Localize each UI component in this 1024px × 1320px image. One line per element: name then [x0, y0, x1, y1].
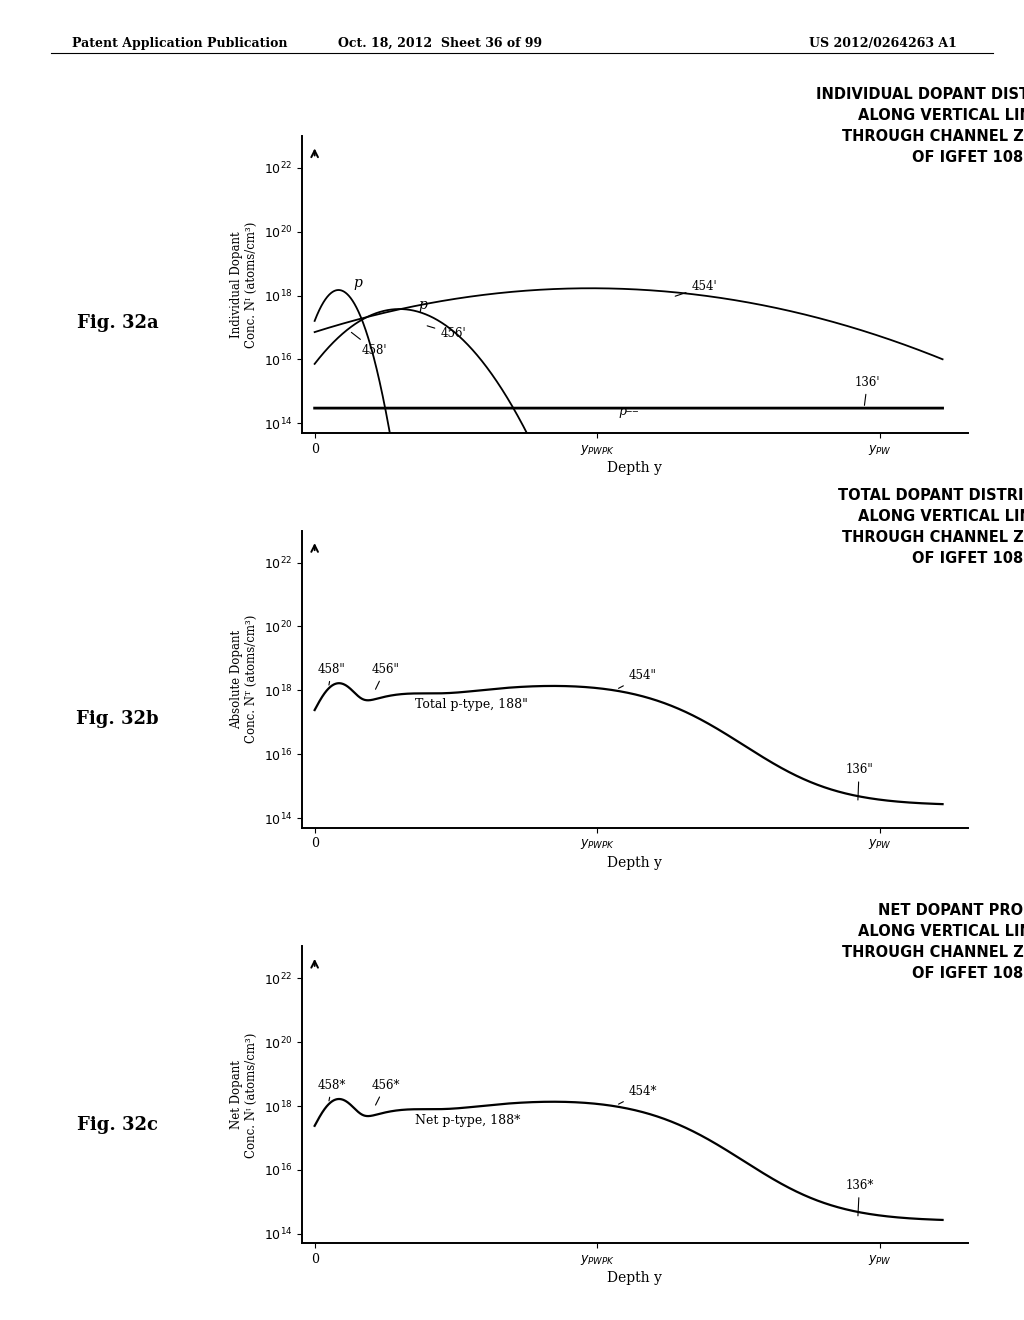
Text: 458": 458" — [317, 663, 345, 685]
Text: 136': 136' — [855, 376, 881, 405]
Text: 456': 456' — [427, 326, 466, 341]
Text: p––: p–– — [618, 405, 639, 418]
Y-axis label: Individual Dopant
Conc. Nᴵ (atoms/cm³): Individual Dopant Conc. Nᴵ (atoms/cm³) — [230, 222, 258, 347]
X-axis label: Depth y: Depth y — [607, 1271, 663, 1286]
Text: 136": 136" — [845, 763, 873, 800]
Text: Net p-type, 188*: Net p-type, 188* — [415, 1114, 520, 1127]
Text: INDIVIDUAL DOPANT DISTRIBUTIONS
ALONG VERTICAL LINE 478
THROUGH CHANNEL ZONE 444: INDIVIDUAL DOPANT DISTRIBUTIONS ALONG VE… — [816, 87, 1024, 165]
Text: Oct. 18, 2012  Sheet 36 of 99: Oct. 18, 2012 Sheet 36 of 99 — [338, 37, 543, 50]
Text: Fig. 32c: Fig. 32c — [77, 1115, 159, 1134]
Text: 456": 456" — [371, 663, 399, 689]
Text: NET DOPANT PROFILE
ALONG VERTICAL LINE 478
THROUGH CHANNEL ZONE 444
OF IGFET 108: NET DOPANT PROFILE ALONG VERTICAL LINE 4… — [842, 903, 1024, 981]
Text: 458': 458' — [351, 333, 387, 356]
Text: p: p — [353, 276, 362, 290]
Text: 454": 454" — [618, 669, 656, 688]
Text: Patent Application Publication: Patent Application Publication — [72, 37, 287, 50]
Y-axis label: Absolute Dopant
Conc. Nᵀ (atoms/cm³): Absolute Dopant Conc. Nᵀ (atoms/cm³) — [230, 615, 258, 743]
Text: 458*: 458* — [317, 1078, 346, 1101]
X-axis label: Depth y: Depth y — [607, 855, 663, 870]
Text: TOTAL DOPANT DISTRIBUTIONS
ALONG VERTICAL LINE 478
THROUGH CHANNEL ZONE 444
OF I: TOTAL DOPANT DISTRIBUTIONS ALONG VERTICA… — [838, 488, 1024, 566]
Text: Fig. 32b: Fig. 32b — [77, 710, 159, 729]
X-axis label: Depth y: Depth y — [607, 461, 663, 475]
Text: 454*: 454* — [618, 1085, 657, 1104]
Y-axis label: Net Dopant
Conc. Nᵎ (atoms/cm³): Net Dopant Conc. Nᵎ (atoms/cm³) — [230, 1032, 258, 1158]
Text: Total p-type, 188": Total p-type, 188" — [415, 698, 528, 711]
Text: 454': 454' — [675, 280, 717, 296]
Text: Fig. 32a: Fig. 32a — [77, 314, 159, 333]
Text: US 2012/0264263 A1: US 2012/0264263 A1 — [809, 37, 956, 50]
Text: p: p — [418, 298, 427, 312]
Text: 456*: 456* — [371, 1078, 399, 1105]
Text: 136*: 136* — [845, 1179, 873, 1216]
